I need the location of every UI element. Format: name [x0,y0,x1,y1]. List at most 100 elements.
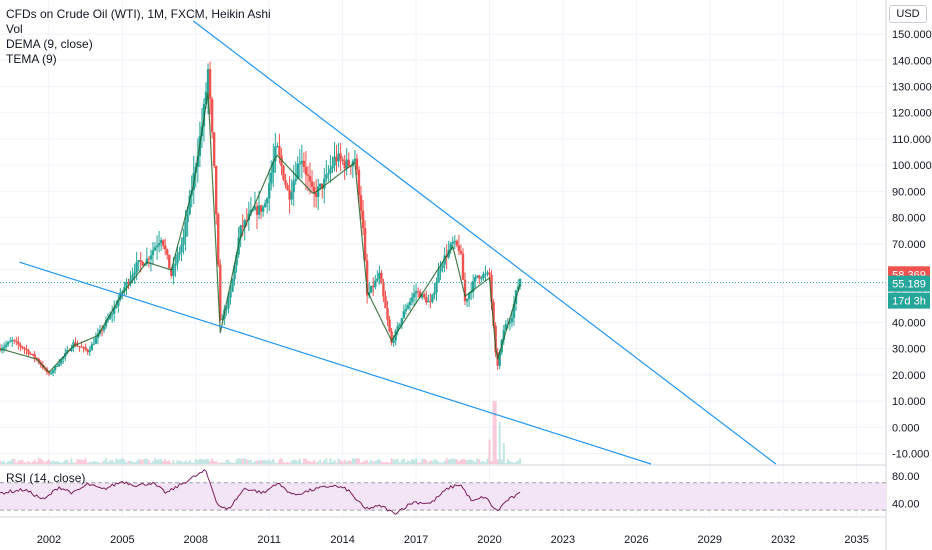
volume-bar [443,460,446,464]
candle-body [4,344,8,347]
price-tag-text: 55.189 [892,279,926,291]
candle-body [451,241,454,244]
volume-bar [190,462,193,464]
candle-body [486,272,489,274]
price-tick-label: 110.000 [892,134,931,146]
volume-bar [439,462,442,464]
candle-body [400,318,404,325]
volume-bar [329,458,332,464]
volume-bar [498,422,501,464]
upper-trendline [192,20,777,465]
candle-body [339,153,342,160]
rsi-legend: RSI (14, close) [6,471,85,486]
price-tick-label: -10.000 [892,449,929,461]
candle-body [174,263,177,266]
volume-bar [478,459,481,464]
volume-bar [133,462,136,464]
volume-bar [482,461,485,464]
currency-selector[interactable]: USD [889,5,927,23]
volume-bar [62,461,65,464]
candle-body [402,311,406,319]
candle-body [341,159,344,162]
candle-body [19,344,22,347]
volume-bar [162,460,165,464]
candle-body [280,155,283,167]
volume-bar [88,461,91,464]
volume-bar [100,462,103,464]
volume-bar [139,459,142,464]
time-tick-label: 2005 [110,534,134,546]
volume-bar [239,458,242,464]
volume-bar [233,462,236,464]
volume-bar [453,458,456,464]
candle-body [510,317,514,323]
volume-bar [221,462,224,464]
volume-bar [151,461,154,464]
volume-bar [441,462,444,464]
volume-bar [335,462,338,464]
candle-body [206,69,210,92]
volume-bar [149,462,152,464]
volume-bar [192,462,195,464]
candle-body [363,228,367,261]
volume-bar [188,460,191,464]
volume-bar [213,461,216,464]
candle-body [11,339,14,342]
volume-bar [490,461,493,464]
time-tick-label: 2011 [257,534,281,546]
candle-body [408,301,412,306]
legend-volume[interactable]: Vol [6,22,23,36]
candle-body [335,156,338,162]
candle-body [345,159,348,169]
candle-body [359,195,363,211]
volume-bar [508,460,511,464]
price-tick-label: 30.000 [892,344,926,356]
volume-bar [245,459,248,464]
candle-body [410,297,414,302]
volume-bar [80,459,83,464]
time-tick-label: 2026 [624,534,648,546]
rsi-title[interactable]: RSI (14, close) [6,471,86,485]
volume-bar [472,460,475,464]
candle-body [257,205,261,215]
volume-bar [58,462,61,464]
close-price-tag: 55.189 [888,275,930,292]
volume-bar [417,462,420,464]
volume-bar [427,462,430,464]
volume-bar [147,460,150,464]
volume-bar [425,459,428,464]
legend-dema[interactable]: DEMA (9, close) [6,37,93,51]
volume-bar [251,462,254,464]
candle-body [80,346,83,348]
volume-bar [398,462,401,464]
candle-body [512,303,516,318]
legend-tema[interactable]: TEMA (9) [6,52,57,66]
volume-bar [60,462,63,464]
candle-body [17,341,20,345]
volume-bar [474,462,477,464]
candle-body [92,343,96,345]
volume-bar [262,460,265,464]
candle-body [8,341,12,343]
volume-bar [500,459,503,464]
volume-bar [182,462,185,464]
candle-body [135,262,138,273]
volume-bar [349,460,352,464]
volume-bar [1,461,4,464]
candle-body [392,340,395,343]
candle-body [104,320,108,327]
volume-bar [451,458,454,464]
volume-bar [343,459,346,464]
candle-body [149,255,153,260]
volume-bar [137,459,140,464]
volume-bar [362,461,365,464]
candle-body [13,339,16,341]
volume-bar [56,461,59,464]
candle-body [457,245,461,251]
volume-bar [355,458,358,464]
candle-body [423,294,426,298]
price-tick-label: 70.000 [892,239,926,251]
volume-bar [309,461,312,464]
candle-body [337,153,340,162]
